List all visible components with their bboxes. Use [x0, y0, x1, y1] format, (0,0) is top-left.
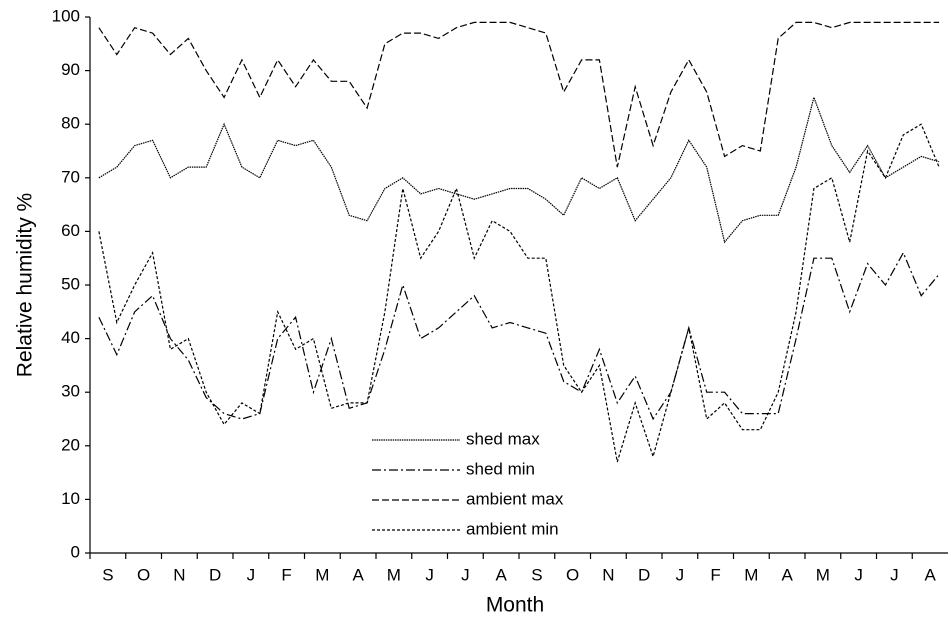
series-line	[98, 95, 940, 244]
legend-label: shed min	[466, 459, 535, 478]
x-tick-label: N	[173, 565, 185, 584]
series-line	[98, 21, 940, 168]
x-tick-label: J	[676, 565, 685, 584]
x-tick-label: F	[710, 565, 720, 584]
x-tick-label: J	[461, 565, 470, 584]
x-tick-label: A	[352, 565, 364, 584]
x-tick-label: M	[816, 565, 830, 584]
x-tick-label: M	[744, 565, 758, 584]
x-tick-label: O	[566, 565, 579, 584]
y-tick-label: 60	[61, 221, 80, 240]
y-tick-label: 10	[61, 489, 80, 508]
x-tick-label: A	[495, 565, 507, 584]
x-tick-label: O	[137, 565, 150, 584]
series-line	[98, 251, 940, 421]
y-tick-label: 30	[61, 382, 80, 401]
y-tick-label: 90	[61, 60, 80, 79]
legend-label: ambient max	[466, 489, 564, 508]
x-axis-label: Month	[486, 594, 544, 617]
y-axis-label: Relative humidity %	[14, 193, 37, 377]
x-tick-label: J	[247, 565, 256, 584]
x-tick-label: M	[387, 565, 401, 584]
y-tick-label: 40	[61, 328, 80, 347]
x-tick-label: M	[315, 565, 329, 584]
y-tick-label: 50	[61, 274, 80, 293]
y-tick-label: 80	[61, 114, 80, 133]
x-tick-label: D	[209, 565, 221, 584]
x-tick-label: J	[890, 565, 899, 584]
x-tick-label: A	[924, 565, 936, 584]
x-tick-label: S	[531, 565, 542, 584]
x-tick-label: S	[102, 565, 113, 584]
x-tick-label: J	[425, 565, 434, 584]
y-tick-label: 100	[52, 6, 80, 25]
x-tick-label: F	[281, 565, 291, 584]
y-tick-label: 70	[61, 167, 80, 186]
series-line	[98, 123, 940, 463]
legend-label: shed max	[466, 429, 540, 448]
legend-label: ambient min	[466, 519, 559, 538]
x-tick-label: D	[638, 565, 650, 584]
y-tick-label: 0	[71, 542, 80, 561]
x-tick-label: J	[854, 565, 863, 584]
x-tick-label: A	[781, 565, 793, 584]
y-tick-label: 20	[61, 435, 80, 454]
x-tick-label: N	[602, 565, 614, 584]
